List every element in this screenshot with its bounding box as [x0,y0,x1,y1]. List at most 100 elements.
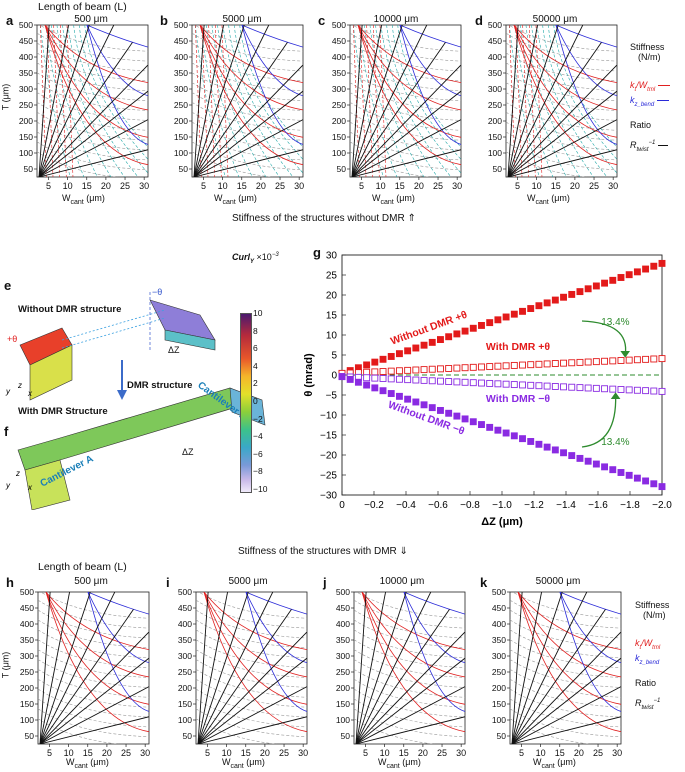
data-point [404,366,412,374]
colorbar-tick-label: 8 [253,325,258,336]
data-point [642,355,650,363]
y-tick-label: 500 [488,20,502,30]
colorbar-tick-label: −10 [253,484,268,494]
top-legend: Stiffness (N/m) kt/Wtml kz_bend Ratio Rt… [630,42,685,152]
ratio-contour [355,686,465,744]
panel-title-j: 10000 μm [379,576,425,587]
y-tick-label: 15 [326,311,338,322]
ratio-contour [351,25,403,177]
y-tick-label: 450 [178,603,192,613]
ratio-contour [507,90,617,177]
y-tick-label: 100 [332,148,346,158]
ratio-contour [355,609,450,744]
x-tick-label: 20 [256,181,266,191]
grey-contour [38,698,149,728]
red-dashed-contour [353,25,360,177]
axis-y-label: y [5,387,11,396]
data-point [412,376,420,384]
bottom-xlabel-i: Wcant (μm) [222,757,265,770]
x-tick-label: 20 [102,748,112,758]
data-point [543,382,551,390]
x-tick-label: 15 [395,181,405,191]
ratio-contour [511,609,606,744]
data-point [535,302,543,310]
data-point [412,366,420,374]
x-tick-label: 15 [83,748,93,758]
data-point [609,276,617,284]
y-tick-label: −25 [320,471,337,482]
data-point [387,353,395,360]
y-tick-label: 150 [336,699,350,709]
data-point [568,359,576,367]
ratio-contour [39,686,149,744]
x-tick-label: 20 [574,748,584,758]
data-point [650,262,658,270]
panel-title-a: 500 μm [74,14,108,25]
red-dashed-contour [201,25,209,177]
colorbar [240,313,252,493]
red-dashed-contour [53,25,60,177]
ratio-contour [507,25,519,177]
data-point [592,358,600,366]
ratio-contour [355,592,367,744]
ratio-contour [39,592,116,744]
theta-pos-label: +θ [7,334,18,344]
x-tick-label: −1.2 [524,500,544,511]
data-point [502,429,510,437]
data-point [354,378,362,386]
x-tick-label: 5 [46,181,51,191]
data-point [527,305,535,312]
ratio-contour [197,631,307,744]
legend-kz: kz_bend [630,95,685,108]
red-contour [45,592,149,678]
cyan-contour [56,25,112,177]
y-tick-label: 450 [488,36,502,46]
blue-contour [399,25,461,48]
x-tick-label: 15 [399,748,409,758]
data-point [437,406,444,414]
ratio-contour [38,42,133,177]
y-tick-label: 100 [174,148,188,158]
bottom-contour-panels: 5 10 15 20 25 30 500 450 400 350 300 250 200 150 100 50… [20,587,622,758]
y-tick-label: 350 [332,68,346,78]
x-tick-label: 5 [515,181,520,191]
data-point [453,378,461,386]
data-point [445,333,453,341]
y-tick-label: 50 [493,164,503,174]
ratio-contour [197,592,229,744]
data-point [453,412,461,420]
red-dashed-contour [359,25,367,177]
grey-contour [506,102,617,131]
x-tick-label: −1.0 [492,500,512,511]
ratio-contour [197,716,307,744]
red-contour [203,592,307,678]
y-tick-label: 350 [178,635,192,645]
y-tick-label: 250 [492,667,506,677]
y-tick-label: 350 [19,68,33,78]
grey-contour [37,32,148,62]
ratio-contour [38,149,148,177]
y-tick-label: 150 [492,699,506,709]
data-point [535,360,543,368]
panel-title-h: 500 μm [74,576,108,587]
red-contour [361,592,465,705]
panel-label-h: h [6,575,14,590]
data-point [379,375,387,382]
delta-z-label-1: ΔZ [168,345,180,355]
cyan-contour [353,25,384,177]
panel-title-k: 50000 μm [535,576,581,587]
x-tick-label: 10 [532,181,542,191]
grey-contour [510,609,621,639]
y-tick-label: 100 [336,715,350,725]
data-point [543,360,551,368]
grey-contour [510,629,621,659]
data-point [461,327,469,335]
y-tick-label: 150 [178,699,192,709]
data-point [642,387,650,395]
red-contour [357,25,461,166]
ratio-contour [511,631,621,744]
x-tick-label: 25 [593,748,603,758]
annotation-top: 13.4% [601,317,629,328]
data-point [437,336,444,344]
ratio-contour [197,592,274,744]
